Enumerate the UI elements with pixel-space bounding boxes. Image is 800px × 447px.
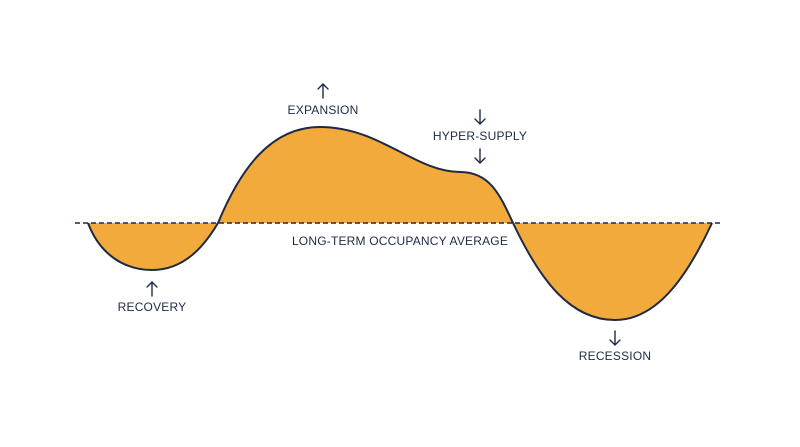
arrow-up [146,281,158,297]
recovery-label: RECOVERY [118,300,187,314]
average-label: LONG-TERM OCCUPANCY AVERAGE [292,234,508,248]
hyper-supply-label: HYPER-SUPPLY [433,129,527,143]
arrow-down [474,109,486,125]
arrow-down [609,330,621,346]
recession-label: RECESSION [579,349,651,363]
expansion-label: EXPANSION [288,103,359,117]
arrow-down [474,148,486,164]
arrow-up [317,83,329,99]
cycle-fill [88,127,712,320]
cycle-curve [87,125,713,322]
